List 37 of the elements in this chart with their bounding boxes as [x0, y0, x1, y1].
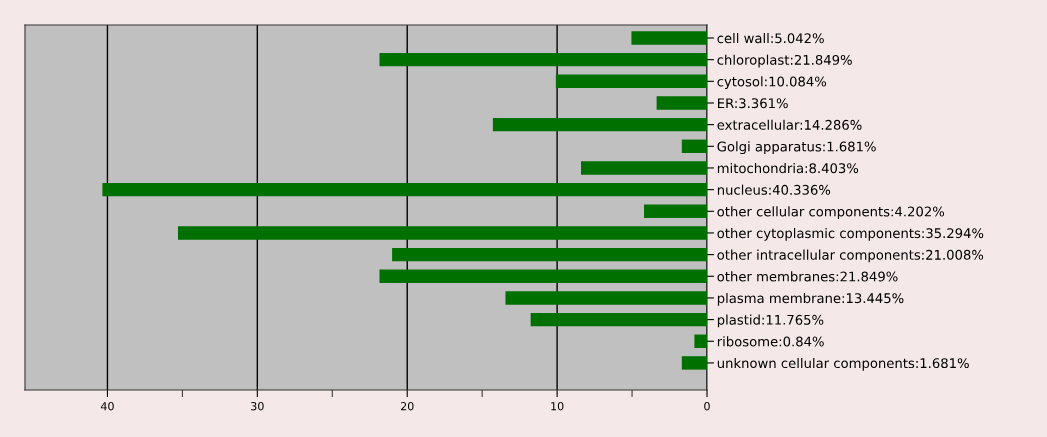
- bar: [177, 226, 707, 240]
- x-tick-label: 40: [100, 402, 114, 411]
- bar: [656, 96, 707, 110]
- bar: [392, 247, 707, 262]
- bar: [505, 291, 707, 305]
- y-tick-label: cell wall:5.042%: [717, 32, 824, 44]
- y-tick-label: other cellular components:4.202%: [717, 206, 945, 220]
- y-tick-label: cytosol:10.084%: [717, 76, 827, 90]
- y-tick-label: Golgi apparatus:1.681%: [717, 141, 876, 155]
- y-tick-label: chloroplast:21.849%: [717, 54, 852, 68]
- bar: [555, 74, 707, 89]
- y-tick-label: plasma membrane:13.445%: [717, 292, 904, 306]
- x-tick-label: 20: [400, 402, 414, 411]
- y-tick-label: other membranes:21.849%: [717, 271, 898, 282]
- bar: [644, 204, 707, 219]
- bar: [681, 356, 707, 370]
- bar: [681, 139, 707, 154]
- bar: [631, 31, 707, 45]
- y-tick-label: unknown cellular components:1.681%: [717, 357, 969, 371]
- y-tick-label: ribosome:0.84%: [717, 336, 824, 347]
- y-tick-label: ER:3.361%: [718, 98, 788, 109]
- bar: [379, 269, 707, 283]
- bar: [492, 117, 707, 132]
- bar: [530, 312, 707, 327]
- y-tick-label: nucleus:40.336%: [717, 184, 831, 195]
- y-tick-label: mitochondria:8.403%: [717, 162, 859, 174]
- bar: [581, 161, 707, 175]
- x-tick-label: 0: [704, 402, 710, 411]
- y-tick-label: other intracellular components:21.008%: [717, 249, 984, 263]
- y-tick-label: plastid:11.765%: [717, 314, 824, 328]
- bar: [379, 52, 707, 67]
- y-tick-label: other cytoplasmic components:35.294%: [717, 227, 984, 241]
- x-tick-label: 10: [551, 402, 564, 411]
- y-tick-label: extracellular:14.286%: [717, 119, 862, 130]
- bar: [694, 334, 707, 348]
- bar: [102, 182, 707, 197]
- x-tick-label: 30: [251, 402, 264, 411]
